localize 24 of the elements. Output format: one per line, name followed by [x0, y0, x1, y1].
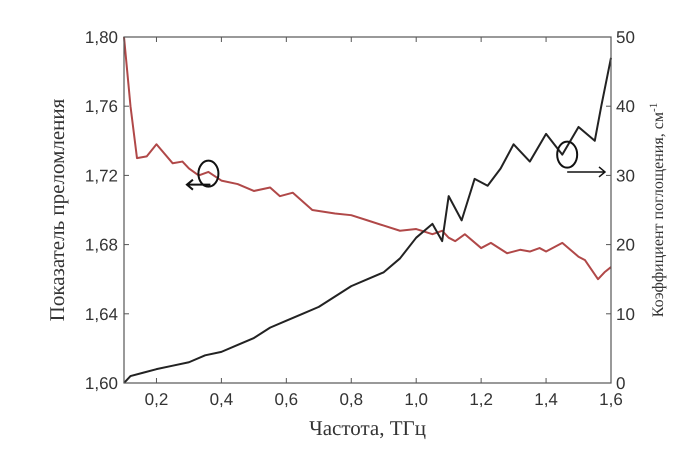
x-tick-label: 1,2 [469, 390, 493, 409]
y-tick-label: 1,68 [84, 236, 118, 255]
x-tick-label: 1,6 [599, 390, 623, 409]
x-axis-title: Частота, ТГц [309, 416, 426, 440]
x-tick-label: 1,4 [534, 390, 558, 409]
x-tick-label: 0,4 [210, 390, 234, 409]
y2-tick-label: 0 [616, 374, 626, 393]
x-tick-label: 1,0 [404, 390, 428, 409]
y2-tick-label: 10 [616, 304, 635, 324]
y2-tick-label: 30 [616, 166, 635, 186]
y-tick-label: 1,76 [84, 97, 118, 116]
line-series [123, 56, 612, 384]
y-tick-label: 1,80 [84, 28, 118, 47]
x-tick-label: 0,6 [274, 390, 298, 409]
y-tick-label: 1,60 [84, 374, 118, 393]
y-tick-label: 1,72 [84, 166, 118, 186]
line-series [123, 36, 612, 280]
y2-tick-label: 20 [616, 236, 635, 255]
x-tick-label: 0,8 [339, 390, 364, 409]
y-axis-title: Показатель преломления [45, 98, 69, 322]
y-tick-label: 1,64 [84, 304, 118, 324]
y2-tick-label: 50 [616, 28, 635, 47]
y2-tick-label: 40 [616, 97, 635, 116]
x-tick-label: 0,2 [144, 390, 168, 409]
